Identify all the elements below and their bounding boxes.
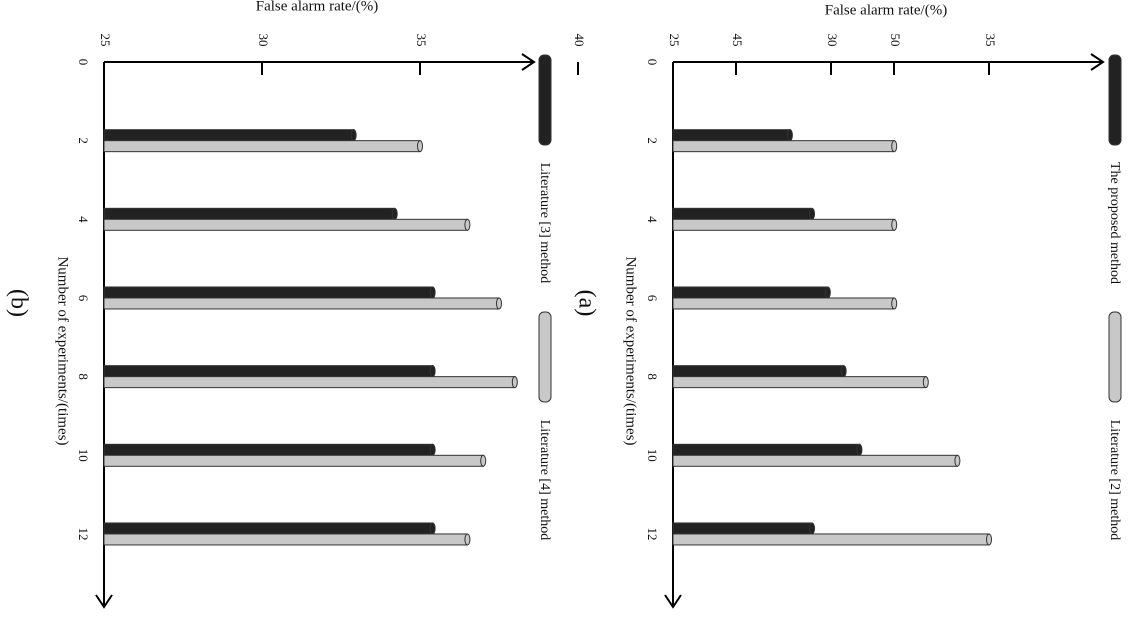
category-axis-arrow bbox=[95, 594, 113, 609]
bar-series1 bbox=[672, 522, 813, 535]
bar-cap bbox=[922, 376, 929, 389]
value-axis-title: False alarm rate/(%) bbox=[825, 2, 947, 18]
bar-cap bbox=[986, 533, 992, 546]
legend-swatch-2 bbox=[1108, 311, 1122, 403]
bar-series2 bbox=[672, 376, 927, 389]
category-axis-title: Number of experiments/(times) bbox=[55, 256, 71, 445]
bar-series2 bbox=[672, 533, 990, 546]
category-tick-label: 6 bbox=[76, 295, 91, 302]
bar-series1 bbox=[103, 443, 434, 456]
bar-cap bbox=[856, 443, 863, 456]
bar-cap bbox=[891, 218, 898, 231]
bar-series2 bbox=[103, 454, 484, 467]
bar-series1 bbox=[103, 286, 434, 299]
bar-series1 bbox=[672, 443, 860, 456]
category-tick-label: 10 bbox=[645, 449, 660, 462]
bar-cap bbox=[809, 207, 816, 220]
bar-cap bbox=[496, 297, 502, 310]
value-tick-label: 45 bbox=[730, 34, 745, 47]
category-tick-label: 6 bbox=[645, 295, 660, 302]
category-tick-label: 8 bbox=[76, 373, 91, 380]
category-tick-label: 2 bbox=[76, 137, 91, 144]
bar-series2 bbox=[103, 376, 516, 389]
bar-series1 bbox=[103, 129, 355, 142]
category-axis-title: Number of experiments/(times) bbox=[623, 256, 639, 445]
value-axis-arrow bbox=[1090, 53, 1105, 71]
value-tick-label: 25 bbox=[98, 34, 113, 47]
legend-label-1: Literature [3] method bbox=[537, 163, 552, 284]
bar-cap bbox=[809, 522, 816, 535]
bar-series2 bbox=[672, 140, 895, 153]
bar-series1 bbox=[672, 207, 813, 220]
category-tick-label: 12 bbox=[645, 527, 660, 540]
bar-cap bbox=[464, 533, 471, 546]
bar-cap bbox=[840, 365, 847, 378]
bar-series1 bbox=[672, 129, 791, 142]
value-tick-label: 25 bbox=[667, 34, 682, 47]
bar-series2 bbox=[103, 297, 500, 310]
bar-series1 bbox=[103, 365, 434, 378]
value-tick-label: 35 bbox=[414, 34, 429, 47]
category-tick-label: 4 bbox=[76, 216, 91, 223]
value-axis-arrow bbox=[521, 53, 536, 71]
legend-swatch-1 bbox=[1108, 54, 1122, 146]
category-tick-label: 0 bbox=[645, 59, 660, 66]
value-axis-title: False alarm rate/(%) bbox=[256, 0, 378, 14]
value-tick-label: 30 bbox=[825, 34, 840, 47]
legend-label-2: Literature [4] method bbox=[537, 420, 552, 541]
bar-series2 bbox=[103, 140, 421, 153]
bar-cap bbox=[429, 522, 436, 535]
bar-cap bbox=[786, 129, 793, 142]
bar-cap bbox=[954, 454, 961, 467]
bar-cap bbox=[429, 443, 436, 456]
bar-series2 bbox=[103, 533, 468, 546]
legend-swatch-1 bbox=[538, 54, 552, 146]
bar-cap bbox=[350, 129, 357, 142]
category-tick-label: 4 bbox=[645, 216, 660, 223]
category-axis-arrow bbox=[664, 594, 682, 609]
bar-series2 bbox=[672, 297, 895, 310]
bar-cap bbox=[511, 376, 518, 389]
bar-cap bbox=[391, 207, 398, 220]
value-tick-label: 40 bbox=[572, 34, 587, 47]
value-tick-label: 35 bbox=[983, 34, 998, 47]
bar-cap bbox=[429, 286, 436, 299]
category-tick-label: 8 bbox=[645, 373, 660, 380]
value-tick-label: 50 bbox=[888, 34, 903, 47]
category-tick-label: 10 bbox=[76, 449, 91, 462]
legend-label-2: Literature [2] method bbox=[1107, 420, 1122, 541]
chart-panel-a: 25 30 35 40 45 50 0 2 4 6 8 10 12 Number of experimen… bbox=[573, 2, 1122, 609]
bar-series2 bbox=[103, 218, 468, 231]
category-tick-label: 0 bbox=[76, 59, 91, 66]
bar-cap bbox=[891, 140, 898, 153]
bar-cap bbox=[417, 140, 423, 153]
bar-series1 bbox=[103, 207, 396, 220]
bar-series1 bbox=[672, 365, 845, 378]
bar-series2 bbox=[672, 454, 958, 467]
bar-cap bbox=[891, 297, 898, 310]
value-tick-label: 30 bbox=[256, 34, 271, 47]
category-tick-label: 12 bbox=[76, 527, 91, 540]
bar-cap bbox=[464, 218, 471, 231]
panel-label: (b) bbox=[5, 289, 31, 317]
bar-cap bbox=[480, 454, 487, 467]
bar-series1 bbox=[672, 286, 829, 299]
bar-series2 bbox=[672, 218, 895, 231]
bar-cap bbox=[429, 365, 436, 378]
panel-label: (a) bbox=[573, 290, 599, 317]
legend-swatch-2 bbox=[538, 311, 552, 403]
bar-cap bbox=[824, 286, 831, 299]
legend-label-1: The proposed method bbox=[1107, 162, 1122, 284]
category-tick-label: 2 bbox=[645, 137, 660, 144]
bar-series1 bbox=[103, 522, 434, 535]
